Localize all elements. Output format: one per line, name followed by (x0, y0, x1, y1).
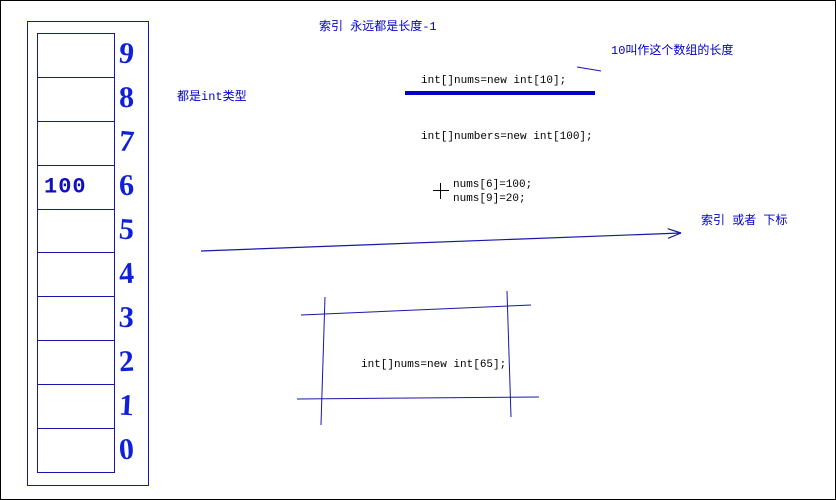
index-glyph: 5 (118, 212, 136, 247)
code-assign-9: nums[9]=20; (453, 193, 526, 205)
index-glyph: 1 (118, 389, 135, 424)
cell-value: 100 (44, 175, 87, 200)
array-cells: 100 (37, 33, 115, 473)
index-glyph: 7 (118, 124, 136, 159)
index-glyph: 6 (118, 169, 134, 204)
cursor-crosshair-icon (433, 183, 449, 199)
array-cell (38, 384, 114, 428)
array-cell (38, 252, 114, 296)
array-cell (38, 428, 114, 472)
array-cell (38, 121, 114, 165)
index-note-label: 索引 或者 下标 (701, 211, 787, 228)
code-assign-6: nums[6]=100; (453, 179, 532, 191)
array-cell (38, 296, 114, 340)
index-glyph: 0 (118, 433, 135, 468)
code-decl-numbers-100: int[]numbers=new int[100]; (421, 131, 593, 143)
array-cell (38, 340, 114, 384)
type-note-label: 都是int类型 (177, 87, 247, 104)
index-glyph: 2 (118, 345, 135, 380)
emphasis-underline (405, 91, 595, 95)
array-cell (38, 34, 114, 77)
index-glyph: 4 (118, 257, 135, 292)
index-glyph: 8 (119, 81, 135, 115)
diagram-canvas: 100 0123456789 索引 永远都是长度-1 10叫作这个数组的长度 都… (0, 0, 836, 500)
code-decl-nums-65: int[]nums=new int[65]; (361, 359, 506, 371)
length-note-label: 10叫作这个数组的长度 (611, 41, 733, 58)
array-cell (38, 77, 114, 121)
code-decl-nums-10: int[]nums=new int[10]; (421, 75, 566, 87)
index-glyph: 3 (118, 301, 135, 336)
array-cell (38, 209, 114, 253)
title-label: 索引 永远都是长度-1 (319, 17, 437, 34)
array-cell: 100 (38, 165, 114, 209)
